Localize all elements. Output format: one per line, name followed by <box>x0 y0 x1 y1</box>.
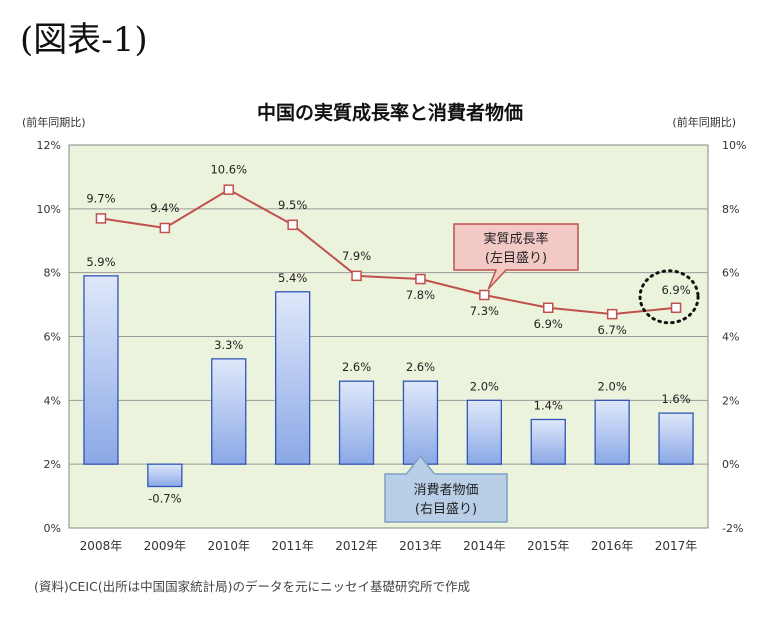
line-marker <box>543 302 554 314</box>
right-tick-label: 4% <box>722 331 739 344</box>
bar-data-label: 2.6% <box>406 360 435 374</box>
line-data-label: 6.9% <box>661 283 690 297</box>
x-tick-label: 2015年 <box>527 539 570 553</box>
bar-data-label: 2.0% <box>470 379 499 393</box>
x-tick-label: 2012年 <box>335 539 378 553</box>
line-marker <box>351 270 362 282</box>
line-marker <box>670 302 682 314</box>
bar <box>274 291 311 465</box>
bar <box>338 380 375 465</box>
bar <box>658 412 694 465</box>
left-tick-label: 8% <box>44 267 61 280</box>
bar-series: 5.9% -0.7% 3.3% 5.4% 2.6% 2.6% 2.0% 1.4% 2.0% 1.6… <box>83 255 694 506</box>
line-marker <box>415 273 426 285</box>
source-note: (資料)CEIC(出所は中国国家統計局)のデータを元にニッセイ基礎研究所で作成 <box>34 579 471 594</box>
line-marker <box>479 289 490 301</box>
bar <box>466 399 503 465</box>
bar-data-label: 2.0% <box>598 379 627 393</box>
left-axis-label: (前年同期比) <box>22 115 86 129</box>
left-tick-label: 0% <box>44 522 61 535</box>
bar-callout-box <box>384 454 508 523</box>
line-marker <box>159 222 171 234</box>
bar <box>83 275 119 465</box>
line-callout-title: 実質成長率 <box>483 231 548 247</box>
x-tick-label: 2016年 <box>591 539 634 553</box>
left-tick-label: 12% <box>37 139 61 152</box>
right-tick-label: 6% <box>722 267 739 280</box>
left-tick-label: 10% <box>37 203 61 216</box>
line-marker <box>223 184 234 195</box>
bar-data-label: 1.4% <box>534 398 563 412</box>
line-data-label: 6.7% <box>598 323 627 337</box>
x-tick-label: 2010年 <box>207 539 250 553</box>
axis-ticks: 0% 2% 4% 6% 8% 10% 12% -2% 0% 2% 4% 6% 8% 10% 2008年 200… <box>37 139 747 553</box>
line-data-label: 7.3% <box>470 304 499 318</box>
callouts: 実質成長率 (左目盛り) 消費者物価 (右目盛り) <box>384 223 579 523</box>
x-tick-label: 2014年 <box>463 539 506 553</box>
x-tick-label: 2017年 <box>655 539 698 553</box>
line-marker <box>95 213 107 224</box>
right-tick-label: 10% <box>722 139 746 152</box>
line-marker <box>606 308 618 320</box>
line-callout-sub: (左目盛り) <box>485 251 547 266</box>
bar <box>594 399 630 465</box>
bar-callout-sub: (右目盛り) <box>415 502 477 517</box>
line-data-label: 7.8% <box>406 288 435 302</box>
left-tick-label: 2% <box>44 458 61 471</box>
x-tick-label: 2011年 <box>271 539 314 553</box>
line-data-label: 9.5% <box>278 198 307 212</box>
line-data-label: 9.7% <box>86 191 115 205</box>
right-tick-label: 8% <box>722 203 739 216</box>
x-tick-label: 2013年 <box>399 539 442 553</box>
bar <box>211 358 247 465</box>
left-tick-label: 4% <box>44 394 61 407</box>
line-marker <box>287 219 298 231</box>
bar-data-label: 5.4% <box>278 271 307 285</box>
right-tick-label: -2% <box>722 522 743 535</box>
chart-title: 中国の実質成長率と消費者物価 <box>257 101 523 124</box>
bar <box>402 380 439 465</box>
line-data-label: 9.4% <box>150 201 179 215</box>
bar-data-label: 3.3% <box>214 338 243 352</box>
right-tick-label: 2% <box>722 394 739 407</box>
x-tick-label: 2008年 <box>80 539 123 553</box>
figure-label: (図表-1) <box>20 20 148 60</box>
bar-data-label: 1.6% <box>661 392 690 406</box>
bar <box>530 418 566 465</box>
bar-data-label: 2.6% <box>342 360 371 374</box>
right-axis-label: (前年同期比) <box>672 115 736 129</box>
bar-callout-title: 消費者物価 <box>413 483 478 498</box>
highlight-circle <box>638 269 700 325</box>
x-tick-label: 2009年 <box>144 539 187 553</box>
bar-data-label: -0.7% <box>148 492 181 506</box>
growth-line <box>100 188 677 316</box>
left-tick-label: 6% <box>44 331 61 344</box>
line-series: 9.7% 9.4% 10.6% 9.5% 7.9% 7.8% 7.3% 6.9% 6.7% 6.9… <box>86 163 700 337</box>
bar <box>147 463 183 488</box>
line-data-label: 7.9% <box>342 249 371 263</box>
bar-data-label: 5.9% <box>86 255 115 269</box>
line-data-label: 6.9% <box>534 317 563 331</box>
line-data-label: 10.6% <box>210 163 247 177</box>
line-callout-box <box>453 223 579 290</box>
right-tick-label: 0% <box>722 458 739 471</box>
